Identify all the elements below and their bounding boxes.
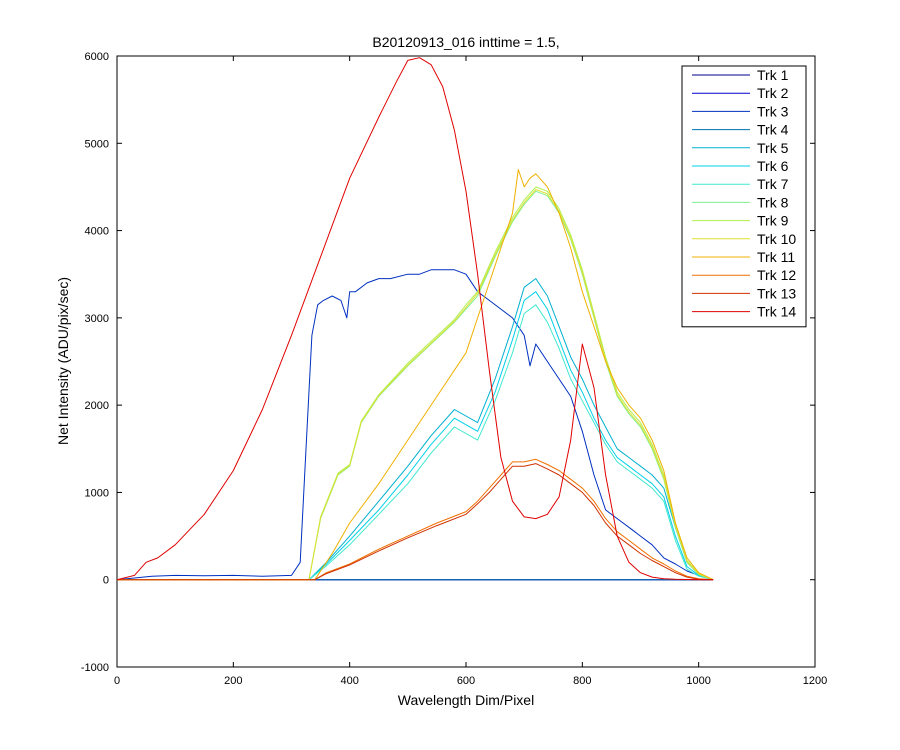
legend-label: Trk 1 — [757, 67, 789, 83]
legend-label: Trk 13 — [757, 285, 796, 301]
series-line-trk-5 — [117, 278, 714, 581]
x-tick-label: 400 — [340, 675, 358, 687]
y-tick-label: 0 — [103, 575, 109, 587]
legend-label: Trk 11 — [757, 249, 795, 265]
legend-label: Trk 6 — [757, 158, 789, 174]
series-line-trk-7 — [117, 304, 714, 581]
legend-label: Trk 4 — [757, 122, 789, 138]
legend-label: Trk 10 — [757, 231, 796, 247]
x-axis-label: Wavelength Dim/Pixel — [398, 692, 534, 708]
legend-label: Trk 9 — [757, 213, 789, 229]
series-line-trk-14 — [116, 57, 714, 581]
series-line-trk-13 — [117, 463, 714, 581]
legend-label: Trk 8 — [757, 194, 789, 210]
axes: 0 200 400 600 800 1000 1200 -1000 0 1000 2000 3000 4… — [81, 51, 827, 687]
y-tick-label: 6000 — [85, 51, 109, 63]
x-tick-label: 800 — [573, 675, 591, 687]
series-line-trk-11 — [117, 169, 714, 581]
x-tick-label: 0 — [114, 675, 120, 687]
y-tick-label: -1000 — [81, 662, 109, 674]
legend-label: Trk 5 — [757, 140, 789, 156]
legend-label: Trk 14 — [757, 304, 796, 320]
x-tick-label: 1000 — [686, 675, 710, 687]
series-lines — [116, 57, 714, 581]
series-line-trk-12 — [117, 458, 714, 581]
series-line-trk-3 — [116, 269, 714, 581]
legend-label: Trk 7 — [757, 176, 789, 192]
y-tick-label: 1000 — [85, 487, 109, 499]
y-tick-label: 2000 — [85, 400, 109, 412]
legend-box — [681, 65, 807, 328]
x-tick-label: 1200 — [803, 675, 827, 687]
legend: Trk 1 Trk 2 Trk 3 Trk 4 Trk 5 Trk 6 Trk 7 Trk 8… — [681, 65, 807, 328]
series-line-trk-10 — [117, 189, 714, 581]
y-tick-label: 5000 — [85, 138, 109, 150]
legend-label: Trk 2 — [757, 85, 789, 101]
y-tick-label: 3000 — [85, 313, 109, 325]
y-tick-label: 4000 — [85, 226, 109, 238]
series-line-trk-6 — [117, 291, 714, 581]
y-axis-label: Net Intensity (ADU/pix/sec) — [55, 277, 71, 445]
x-tick-label: 600 — [457, 675, 475, 687]
chart-title: B20120913_016 inttime = 1.5, — [372, 34, 559, 50]
legend-label: Trk 3 — [757, 103, 789, 119]
legend-label: Trk 12 — [757, 267, 796, 283]
x-tick-label: 200 — [224, 675, 242, 687]
